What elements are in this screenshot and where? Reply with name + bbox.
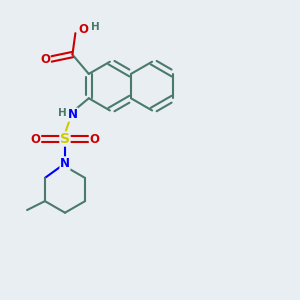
- Text: O: O: [79, 23, 89, 36]
- Text: S: S: [60, 132, 70, 146]
- Text: H: H: [58, 108, 66, 118]
- Text: O: O: [90, 133, 100, 146]
- Text: N: N: [68, 108, 78, 121]
- Text: H: H: [91, 22, 100, 32]
- Text: O: O: [40, 52, 50, 66]
- Text: N: N: [60, 157, 70, 170]
- Text: O: O: [30, 133, 40, 146]
